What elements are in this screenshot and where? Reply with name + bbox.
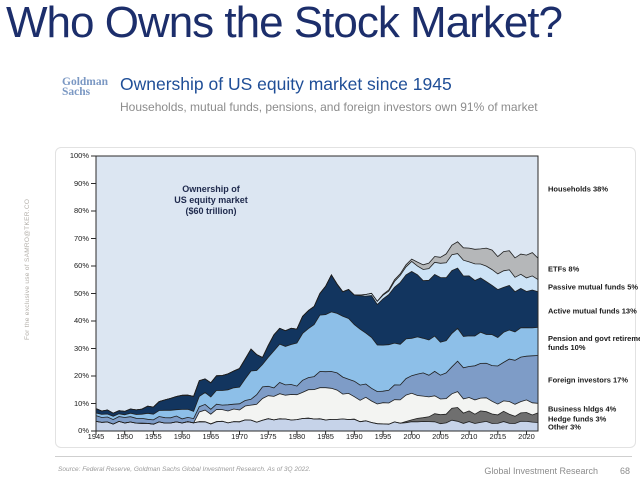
logo-line-1: Goldman	[62, 76, 109, 88]
y-tick-70%: 70%	[73, 233, 89, 243]
page-title: Who Owns the Stock Market?	[6, 0, 563, 47]
chart-header: Goldman Sachs Ownership of US equity mar…	[62, 74, 538, 114]
y-tick-50%: 50%	[73, 288, 89, 298]
series-label-pension-and-govt-retirement-funds: Pension and govt retirement funds 10%	[548, 334, 640, 352]
y-tick-20%: 20%	[73, 371, 89, 380]
x-tick-1950: 1950	[116, 432, 134, 441]
y-tick-30%: 30%	[73, 343, 89, 353]
source-note: Source: Federal Reserve, Goldman Sachs G…	[58, 466, 311, 473]
goldman-sachs-logo: Goldman Sachs	[62, 74, 108, 114]
stacked-area-chart	[91, 155, 539, 435]
x-tick-1970: 1970	[231, 432, 248, 441]
series-label-active-mutual-funds: Active mutual funds 13%	[548, 306, 637, 316]
y-tick-40%: 40%	[73, 316, 89, 325]
x-tick-1960: 1960	[173, 432, 191, 441]
series-label-business-hldgs: Business hldgs 4%	[548, 404, 617, 414]
y-tick-10%: 10%	[73, 398, 89, 408]
y-tick-80%: 80%	[73, 206, 89, 215]
footer-divider	[55, 456, 632, 457]
series-label-passive-mutual-funds: Passive mutual funds 5%	[548, 282, 639, 292]
series-label-etfs: ETFs 8%	[548, 264, 580, 274]
logo-line-2: Sachs	[62, 86, 91, 98]
footer: Source: Federal Reserve, Goldman Sachs G…	[58, 466, 632, 476]
x-tick-2000: 2000	[403, 432, 421, 441]
x-tick-2015: 2015	[489, 432, 507, 441]
y-tick-100%: 100%	[69, 151, 89, 160]
page-number: 68	[619, 466, 630, 476]
chart-heading: Ownership of US equity market since 1945	[120, 74, 452, 94]
chart-annotation: Ownership of US equity market ($60 trillio…	[174, 184, 248, 216]
series-label-hedge-funds: Hedge funds 3%	[548, 414, 607, 424]
watermark-text: For the exclusive use of SAMRO@TKER.CO	[24, 198, 31, 340]
chart-container: Ownership of US equity market ($60 trillio…	[55, 147, 640, 448]
x-tick-1965: 1965	[202, 432, 220, 441]
header-text: Ownership of US equity market since 1945…	[120, 74, 538, 114]
series-label-foreign-investors: Foreign investors 17%	[548, 375, 629, 385]
series-label-households: Households 38%	[548, 184, 609, 194]
x-tick-1990: 1990	[345, 432, 363, 441]
x-tick-2020: 2020	[518, 432, 535, 441]
series-label-other: Other 3%	[548, 422, 581, 432]
x-tick-1955: 1955	[145, 432, 162, 441]
x-tick-1975: 1975	[259, 432, 277, 441]
footer-right: Global Investment Research 68	[484, 466, 632, 476]
x-tick-2010: 2010	[460, 432, 478, 441]
x-tick-1985: 1985	[317, 432, 334, 441]
x-tick-1980: 1980	[288, 432, 306, 441]
x-tick-1945: 1945	[87, 432, 105, 441]
footer-division: Global Investment Research	[484, 466, 598, 476]
x-tick-2005: 2005	[432, 432, 449, 441]
chart-subheading: Households, mutual funds, pensions, and …	[120, 100, 538, 114]
x-tick-1995: 1995	[374, 432, 392, 441]
y-tick-0%: 0%	[78, 426, 89, 435]
y-tick-90%: 90%	[73, 178, 89, 188]
y-tick-60%: 60%	[73, 261, 89, 270]
